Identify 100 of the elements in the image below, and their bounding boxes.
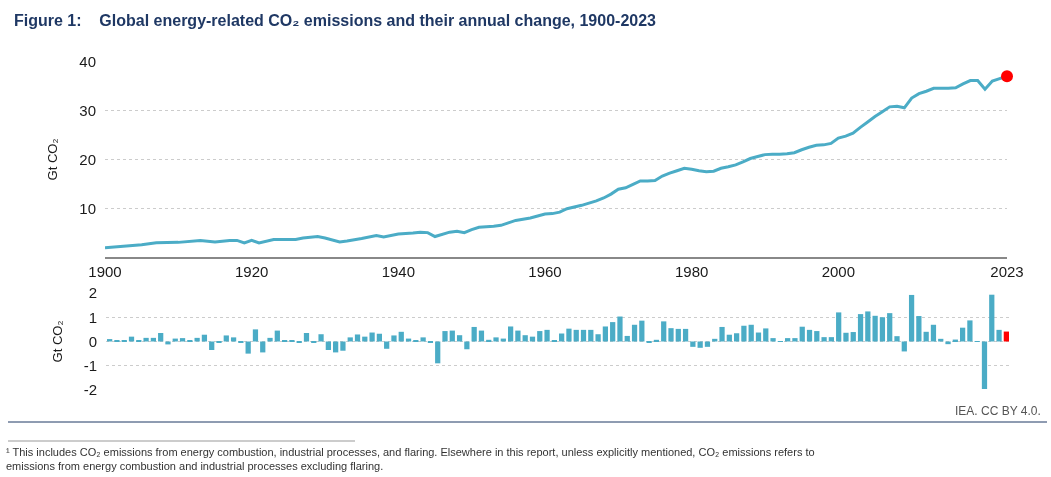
bar [967,320,973,342]
bar [938,338,944,342]
bar [755,332,762,342]
bar [865,311,871,342]
bar [464,341,470,350]
bar [405,338,412,342]
bar [828,337,835,342]
bar [340,341,346,351]
bar [719,326,725,342]
bar [537,331,543,342]
bar [996,329,1002,342]
text: ¹ This includes CO₂ emissions from energy combustion, industrial processes, and flaring. Elsewhere in this report, unless explicitly mentioned, CO₂ emissions refers to emissions from energy combustion and industrial processes excluding flaring. [6,446,815,473]
bar [857,314,864,342]
bar [595,334,601,342]
bar [843,332,849,342]
bar [588,329,594,342]
bar [150,337,157,342]
y-tick-label: 2 [88,284,97,302]
bar [252,329,259,342]
bar [128,336,135,342]
bar [398,331,404,342]
bar [908,294,915,342]
bar [179,338,186,342]
bar [733,333,740,342]
bar [347,337,353,342]
x-tick-label: 1940 [381,263,416,280]
bar [850,332,856,342]
bar [143,337,149,342]
bar [223,335,229,342]
bar [230,337,237,342]
bar [872,315,878,342]
bar [201,334,208,342]
bar [376,333,383,342]
y-tick-label: -2 [83,381,97,399]
bar [566,328,572,342]
bar [763,328,769,342]
y-tick-label: 0 [88,332,97,350]
bar [1003,331,1009,342]
bar [391,335,397,342]
bar [274,330,280,342]
bar [303,333,310,342]
bar [712,338,718,342]
bar [354,334,361,342]
bar [362,336,368,342]
bar [559,333,565,342]
bar [661,321,667,342]
y-tick-label: 1 [88,308,97,326]
bar [617,316,623,342]
bar [785,338,791,342]
x-tick-label: 1900 [88,263,122,280]
chart-title: Figure 1: Global energy-related CO₂ emissions and their annual change, 1900-2023 [14,12,657,29]
bar [456,335,463,342]
bar [821,337,827,342]
bar [107,339,113,342]
x-tick-label: 2000 [821,263,856,280]
bar [690,341,696,347]
bar [493,337,499,342]
bar [697,341,703,348]
y-tick-label: 40 [79,53,96,71]
bar [981,341,988,390]
x-tick-label: 1920 [234,263,269,280]
bar [989,294,995,342]
bar [675,328,681,342]
bar [544,329,550,342]
bar [726,334,732,342]
bar [369,332,375,342]
bar [682,328,689,342]
bar [209,341,215,350]
bar [507,326,514,342]
bar [420,337,426,342]
text: IEA. CC BY 4.0. [955,404,1041,418]
bar [741,325,747,342]
bar [748,324,754,342]
bar [792,338,798,342]
bar [668,328,674,342]
bar [923,331,929,342]
bar [194,337,200,342]
bar [602,326,609,342]
bar [631,324,638,342]
bar [894,336,900,342]
y-axis-title: Gt CO₂ [49,320,65,363]
bar [158,333,164,342]
y-tick-label: 30 [79,102,96,119]
x-tick-label: 1980 [674,263,709,280]
bar [442,331,448,342]
bar [814,331,820,342]
bar [806,329,813,342]
bar [529,336,536,342]
bar [500,338,506,342]
bar [639,320,645,342]
bar [770,338,776,342]
bar [916,316,922,342]
bar [959,327,966,342]
bar [172,338,178,342]
bar [471,326,477,342]
y-tick-label: 20 [79,150,96,168]
bar [522,335,528,342]
bar [799,326,805,342]
x-tick-label: 2023 [990,263,1024,280]
bar [610,322,616,342]
